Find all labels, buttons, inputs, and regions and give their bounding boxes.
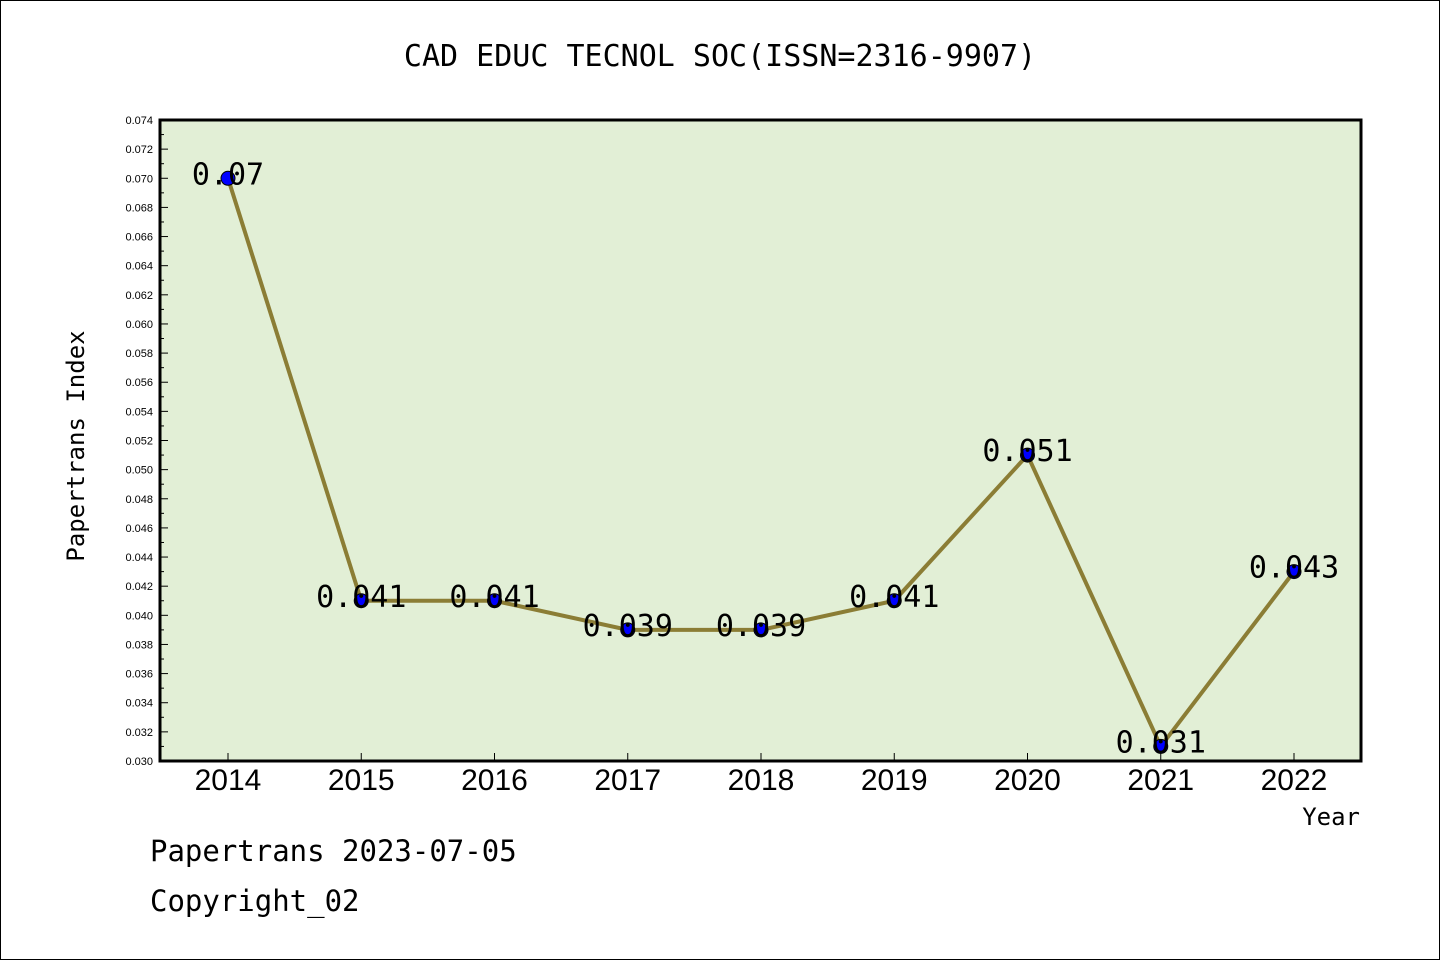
data-point xyxy=(886,593,902,609)
y-tick-label: 0.068 xyxy=(125,202,153,214)
data-point xyxy=(1153,738,1169,754)
x-tick-label: 2021 xyxy=(1127,764,1194,797)
y-tick-label: 0.066 xyxy=(125,232,153,244)
y-tick-label: 0.048 xyxy=(125,494,153,506)
y-tick-label: 0.054 xyxy=(125,406,153,418)
data-label: 0.039 xyxy=(716,609,806,644)
data-labels: 0.07 0.041 0.041 0.039 0.039 0.041 0.051 0.031 0… xyxy=(192,157,1339,760)
data-label: 0.041 xyxy=(316,580,406,615)
y-tick-label: 0.064 xyxy=(125,261,153,273)
data-point xyxy=(353,593,369,609)
y-tick-label: 0.046 xyxy=(125,523,153,535)
chart-title: CAD EDUC TECNOL SOC(ISSN=2316-9907) xyxy=(404,39,1036,74)
y-tick-label: 0.044 xyxy=(125,552,153,564)
x-tick-label: 2017 xyxy=(594,764,661,797)
y-tick-label: 0.072 xyxy=(125,144,153,156)
y-tick-label: 0.050 xyxy=(125,465,153,477)
y-tick-label: 0.040 xyxy=(125,610,153,622)
y-tick-label: 0.062 xyxy=(125,290,153,302)
y-tick-label: 0.036 xyxy=(125,669,153,681)
data-point xyxy=(220,170,236,186)
x-axis: 2014 2015 2016 2017 2018 2019 2020 2021 2022 xyxy=(195,753,1328,797)
x-tick-label: 2020 xyxy=(994,764,1061,797)
x-axis-label: Year xyxy=(1302,803,1360,831)
plot-area xyxy=(158,118,1363,763)
data-point xyxy=(1020,447,1035,463)
data-label: 0.041 xyxy=(849,580,939,615)
data-point xyxy=(1286,564,1302,580)
data-label: 0.039 xyxy=(583,609,673,644)
data-label: 0.031 xyxy=(1116,725,1206,760)
data-label: 0.07 xyxy=(192,157,264,192)
data-point xyxy=(753,622,769,638)
x-tick-label: 2022 xyxy=(1261,764,1328,797)
y-axis: 0.030 0.032 0.034 0.036 0.038 0.040 0.042 0.044… xyxy=(125,115,168,768)
data-point xyxy=(620,622,636,638)
series-markers xyxy=(220,170,1302,754)
y-tick-label: 0.074 xyxy=(125,115,153,127)
y-tick-label: 0.042 xyxy=(125,581,153,593)
data-label: 0.043 xyxy=(1249,551,1339,586)
y-tick-label: 0.030 xyxy=(125,756,153,768)
x-tick-label: 2015 xyxy=(328,764,395,797)
y-tick-label: 0.034 xyxy=(125,698,153,710)
y-tick-label: 0.070 xyxy=(125,173,153,185)
y-tick-label: 0.058 xyxy=(125,348,153,360)
x-tick-label: 2018 xyxy=(728,764,795,797)
x-tick-label: 2014 xyxy=(195,764,262,797)
y-tick-label: 0.032 xyxy=(125,727,153,739)
footer-copyright: Copyright_02 xyxy=(150,884,360,918)
y-tick-label: 0.052 xyxy=(125,436,153,448)
y-tick-label: 0.056 xyxy=(125,377,153,389)
x-tick-label: 2016 xyxy=(461,764,528,797)
data-label: 0.041 xyxy=(449,580,539,615)
y-axis-label: Papertrans Index xyxy=(62,330,90,561)
y-tick-label: 0.038 xyxy=(125,639,153,651)
y-tick-label: 0.060 xyxy=(125,319,153,331)
footer-date: Papertrans 2023-07-05 xyxy=(150,834,517,868)
data-point xyxy=(487,593,502,609)
data-label: 0.051 xyxy=(982,434,1072,469)
x-tick-label: 2019 xyxy=(861,764,928,797)
